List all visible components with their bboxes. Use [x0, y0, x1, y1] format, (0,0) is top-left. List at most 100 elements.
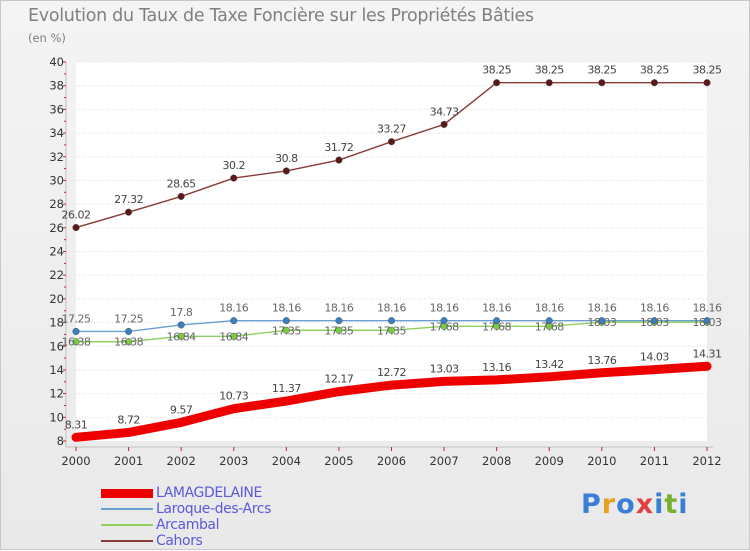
- data-label-laroque-des-arcs: 18.16: [324, 302, 353, 315]
- data-label-arcambal: 16.38: [114, 336, 143, 349]
- proxiti-logo: Proxiti: [581, 489, 689, 520]
- x-tick-label: 2007: [429, 454, 458, 468]
- data-label-arcambal: 18.03: [640, 316, 669, 329]
- data-label-lamagdelaine: 14.31: [693, 347, 722, 360]
- data-label-cahors: 33.27: [377, 123, 406, 136]
- data-label-arcambal: 17.68: [430, 320, 459, 333]
- chart-title: Evolution du Taux de Taxe Foncière sur l…: [28, 6, 534, 26]
- y-tick-label: 40: [49, 55, 64, 69]
- x-tick-label: 2009: [535, 454, 564, 468]
- data-label-laroque-des-arcs: 18.16: [640, 302, 669, 315]
- data-point-cahors: [387, 138, 396, 146]
- y-tick-label: 34: [49, 126, 64, 140]
- legend-label: Cahors: [156, 533, 203, 549]
- data-label-cahors: 27.32: [114, 193, 143, 206]
- data-label-laroque-des-arcs: 17.25: [114, 312, 143, 325]
- data-point-cahors: [598, 79, 606, 87]
- x-tick-label: 2005: [324, 454, 353, 468]
- data-label-lamagdelaine: 13.03: [430, 362, 459, 375]
- data-label-arcambal: 16.84: [167, 330, 196, 343]
- data-point-cahors: [703, 79, 711, 87]
- data-point-cahors: [335, 156, 343, 164]
- data-label-arcambal: 17.68: [535, 320, 564, 333]
- data-label-laroque-des-arcs: 18.16: [430, 302, 459, 315]
- logo-letter: i: [654, 489, 665, 520]
- data-label-cahors: 30.8: [275, 152, 298, 165]
- data-label-arcambal: 17.35: [272, 324, 301, 337]
- data-point-laroque-des-arcs: [387, 317, 396, 325]
- data-label-laroque-des-arcs: 18.16: [693, 302, 722, 315]
- x-tick-label: 2008: [482, 454, 511, 468]
- x-tick-label: 2010: [587, 454, 616, 468]
- x-tick-label: 2011: [640, 454, 669, 468]
- data-point-arcambal: [387, 326, 396, 334]
- data-label-cahors: 38.25: [640, 64, 669, 77]
- data-point-laroque-des-arcs: [440, 317, 448, 325]
- data-label-lamagdelaine: 10.73: [219, 390, 248, 403]
- legend: LAMAGDELAINE Laroque-des-Arcs Arcambal Caho…: [101, 485, 271, 549]
- y-tick-label: 10: [49, 410, 64, 424]
- data-point-cahors: [545, 79, 553, 87]
- data-point-laroque-des-arcs: [335, 317, 343, 325]
- y-tick-label: 20: [49, 292, 64, 306]
- data-label-cahors: 38.25: [693, 64, 722, 77]
- data-point-lamagdelaine: [650, 365, 659, 374]
- data-point-lamagdelaine: [124, 428, 133, 437]
- y-tick-label: 12: [49, 387, 64, 401]
- y-axis-unit: (en %): [28, 31, 66, 45]
- y-tick-label: 14: [49, 363, 64, 377]
- x-tick-label: 2012: [692, 454, 721, 468]
- data-point-laroque-des-arcs: [72, 327, 80, 335]
- legend-swatch: [101, 540, 153, 542]
- data-point-lamagdelaine: [387, 381, 396, 390]
- data-label-laroque-des-arcs: 18.16: [272, 302, 301, 315]
- legend-item-lamagdelaine: LAMAGDELAINE: [101, 485, 271, 501]
- legend-item-arcambal: Arcambal: [101, 517, 271, 533]
- data-point-arcambal: [282, 326, 290, 334]
- data-label-laroque-des-arcs: 18.16: [377, 302, 406, 315]
- data-point-arcambal: [72, 338, 80, 346]
- data-label-arcambal: 17.35: [324, 324, 353, 337]
- data-label-cahors: 31.72: [324, 141, 353, 154]
- data-point-lamagdelaine: [334, 387, 343, 396]
- data-point-lamagdelaine: [545, 372, 554, 381]
- legend-label: Laroque-des-Arcs: [156, 501, 271, 517]
- data-point-laroque-des-arcs: [177, 321, 185, 329]
- y-tick-label: 22: [49, 268, 64, 282]
- data-point-cahors: [493, 79, 501, 87]
- logo-letter: P: [581, 489, 602, 520]
- data-point-lamagdelaine: [177, 418, 186, 427]
- y-tick-label: 36: [49, 102, 64, 116]
- data-point-laroque-des-arcs: [493, 317, 501, 325]
- data-point-cahors: [230, 174, 238, 182]
- data-label-laroque-des-arcs: 17.8: [170, 306, 193, 319]
- legend-item-cahors: Cahors: [101, 533, 271, 549]
- data-label-lamagdelaine: 8.31: [65, 418, 88, 431]
- data-label-arcambal: 16.84: [219, 330, 248, 343]
- data-point-cahors: [177, 192, 185, 200]
- y-tick-label: 16: [49, 339, 64, 353]
- y-tick-label: 18: [49, 316, 64, 330]
- data-point-cahors: [125, 208, 133, 216]
- y-tick-label: 24: [49, 245, 64, 259]
- data-point-lamagdelaine: [703, 362, 711, 371]
- data-label-laroque-des-arcs: 17.25: [62, 312, 91, 325]
- x-tick-label: 2000: [61, 454, 90, 468]
- legend-swatch: [101, 488, 153, 498]
- data-point-laroque-des-arcs: [598, 317, 606, 325]
- data-label-lamagdelaine: 9.57: [170, 403, 193, 416]
- logo-letter: o: [616, 489, 636, 520]
- y-tick-label: 30: [49, 173, 64, 187]
- data-label-lamagdelaine: 13.16: [482, 361, 511, 374]
- data-point-lamagdelaine: [492, 375, 501, 384]
- data-label-lamagdelaine: 13.42: [535, 358, 564, 371]
- logo-letter: x: [635, 489, 655, 520]
- data-label-cahors: 30.2: [223, 159, 246, 172]
- data-point-arcambal: [335, 326, 343, 334]
- data-label-cahors: 34.73: [430, 105, 459, 118]
- y-tick-label: 26: [49, 221, 64, 235]
- x-tick-label: 2002: [167, 454, 196, 468]
- data-label-cahors: 38.25: [535, 64, 564, 77]
- data-point-arcambal: [177, 332, 185, 340]
